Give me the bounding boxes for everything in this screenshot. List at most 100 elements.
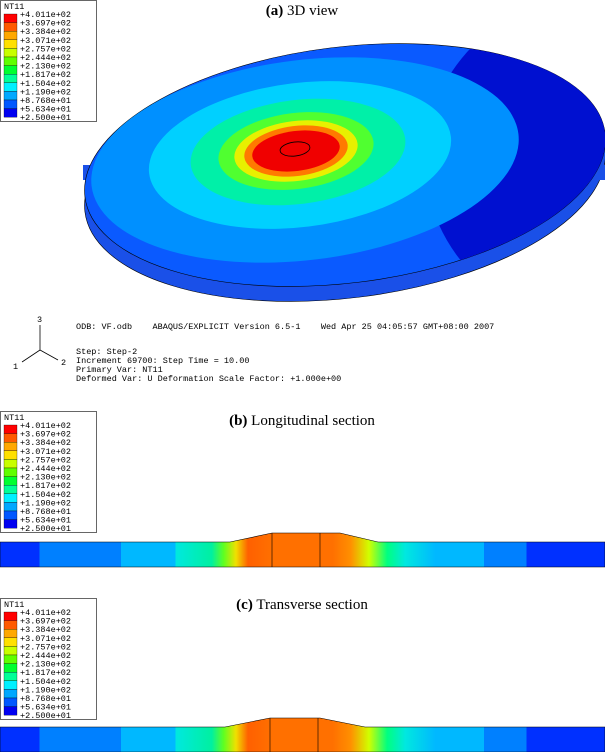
- triad-label: 3: [37, 315, 42, 325]
- legend-swatch: [3, 99, 18, 109]
- legend-swatch: [3, 689, 18, 699]
- legend-label: +1.504e+02: [20, 677, 71, 687]
- legend: NT11+4.011e+02+3.697e+02+3.384e+02+3.071…: [0, 598, 97, 721]
- legend-label: +2.757e+02: [20, 44, 71, 54]
- legend-label: +2.444e+02: [20, 53, 71, 63]
- legend-swatch: [3, 680, 18, 690]
- caption-text: Longitudinal section: [251, 413, 375, 429]
- legend-swatch: [3, 502, 18, 512]
- legend: NT11+4.011e+02+3.697e+02+3.384e+02+3.071…: [0, 411, 97, 534]
- legend-label: +3.697e+02: [20, 430, 71, 440]
- legend-swatch: [3, 629, 18, 638]
- info-line: Increment 69700: Step Time = 10.00: [76, 356, 249, 366]
- caption: (a) 3D view: [266, 3, 339, 19]
- legend-swatch: [3, 450, 18, 460]
- legend-swatch: [3, 493, 18, 503]
- odb-info: ODB: VF.odb ABAQUS/EXPLICIT Version 6.5-…: [76, 322, 494, 332]
- legend-label: +2.500e+01: [20, 113, 71, 123]
- legend-label: +2.130e+02: [20, 62, 71, 72]
- caption: (c) Transverse section: [236, 597, 368, 613]
- legend-label: +8.768e+01: [20, 694, 71, 704]
- caption-label: (c): [236, 597, 253, 613]
- legend: NT11+4.011e+02+3.697e+02+3.384e+02+3.071…: [0, 0, 97, 123]
- legend-frame: [0, 598, 97, 720]
- legend-swatch: [3, 22, 18, 32]
- transverse-section: [0, 717, 605, 752]
- legend-swatch: [3, 459, 18, 469]
- legend-swatch: [3, 82, 18, 92]
- legend-label: +5.634e+01: [20, 703, 71, 713]
- legend-label: +2.500e+01: [20, 524, 71, 534]
- legend-label: +3.071e+02: [20, 634, 71, 644]
- caption-label: (b): [229, 413, 247, 429]
- info-line: Primary Var: NT11: [76, 365, 163, 375]
- legend-label: +1.190e+02: [20, 87, 71, 97]
- legend-label: +1.817e+02: [20, 668, 71, 678]
- triad-label: 1: [13, 362, 18, 372]
- legend-swatch: [3, 56, 18, 66]
- legend-swatch: [3, 706, 18, 716]
- info-line: Deformed Var: U Deformation Scale Factor…: [76, 374, 341, 384]
- legend-swatch: [3, 672, 18, 681]
- legend-label: +5.634e+01: [20, 105, 71, 115]
- legend-title: NT11: [4, 2, 24, 12]
- legend-label: +2.757e+02: [20, 455, 71, 465]
- legend-label: +2.130e+02: [20, 660, 71, 670]
- legend-label: +2.130e+02: [20, 473, 71, 483]
- legend-label: +1.190e+02: [20, 685, 71, 695]
- caption-text: Transverse section: [256, 597, 368, 613]
- legend-label: +3.697e+02: [20, 617, 71, 627]
- legend-label: +1.817e+02: [20, 70, 71, 80]
- legend-swatch: [3, 39, 18, 49]
- legend-swatch: [3, 442, 18, 451]
- legend-swatch: [3, 433, 18, 443]
- legend-title: NT11: [4, 413, 24, 423]
- legend-swatch: [3, 485, 18, 494]
- legend-swatch: [3, 620, 18, 630]
- disc-3d: [83, 15, 605, 315]
- legend-frame: [0, 411, 97, 533]
- legend-label: +3.384e+02: [20, 27, 71, 37]
- legend-label: +2.444e+02: [20, 651, 71, 661]
- legend-swatch: [3, 519, 18, 529]
- legend-swatch: [3, 74, 18, 83]
- legend-label: +4.011e+02: [20, 608, 71, 618]
- legend-swatch: [3, 663, 18, 673]
- legend-label: +3.697e+02: [20, 19, 71, 29]
- legend-label: +3.071e+02: [20, 447, 71, 457]
- legend-swatch: [3, 31, 18, 40]
- longitudinal-section: [0, 532, 605, 568]
- legend-swatch: [3, 476, 18, 486]
- triad-label: 2: [61, 358, 66, 368]
- legend-label: +1.817e+02: [20, 481, 71, 491]
- legend-label: +2.444e+02: [20, 464, 71, 474]
- legend-label: +1.190e+02: [20, 498, 71, 508]
- legend-swatch: [3, 424, 18, 434]
- legend-label: +8.768e+01: [20, 507, 71, 517]
- legend-label: +3.071e+02: [20, 36, 71, 46]
- caption-label: (a): [266, 3, 284, 19]
- legend-label: +1.504e+02: [20, 79, 71, 89]
- legend-label: +2.500e+01: [20, 711, 71, 721]
- legend-title: NT11: [4, 600, 24, 610]
- legend-swatch: [3, 654, 18, 664]
- info-line: Step: Step-2: [76, 347, 137, 357]
- caption: (b) Longitudinal section: [229, 413, 375, 429]
- legend-frame: [0, 0, 97, 122]
- legend-swatch: [3, 646, 18, 656]
- legend-label: +3.384e+02: [20, 625, 71, 635]
- axis-triad: [21, 325, 59, 363]
- legend-label: +1.504e+02: [20, 490, 71, 500]
- legend-swatch: [3, 48, 18, 58]
- legend-label: +4.011e+02: [20, 10, 71, 20]
- legend-swatch: [3, 91, 18, 101]
- legend-swatch: [3, 611, 18, 621]
- legend-swatch: [3, 697, 18, 707]
- legend-swatch: [3, 510, 18, 520]
- legend-label: +2.757e+02: [20, 642, 71, 652]
- legend-label: +3.384e+02: [20, 438, 71, 448]
- legend-swatch: [3, 13, 18, 23]
- legend-swatch: [3, 65, 18, 75]
- legend-swatch: [3, 637, 18, 647]
